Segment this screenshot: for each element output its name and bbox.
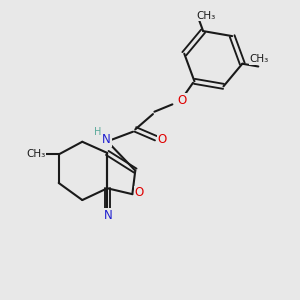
Text: O: O — [134, 186, 143, 199]
Text: CH₃: CH₃ — [26, 149, 46, 159]
Text: CH₃: CH₃ — [196, 11, 215, 21]
Text: O: O — [157, 133, 167, 146]
Text: N: N — [102, 133, 111, 146]
Text: O: O — [177, 94, 186, 107]
Text: CH₃: CH₃ — [250, 54, 269, 64]
Text: N: N — [103, 209, 112, 222]
Text: H: H — [94, 127, 101, 137]
